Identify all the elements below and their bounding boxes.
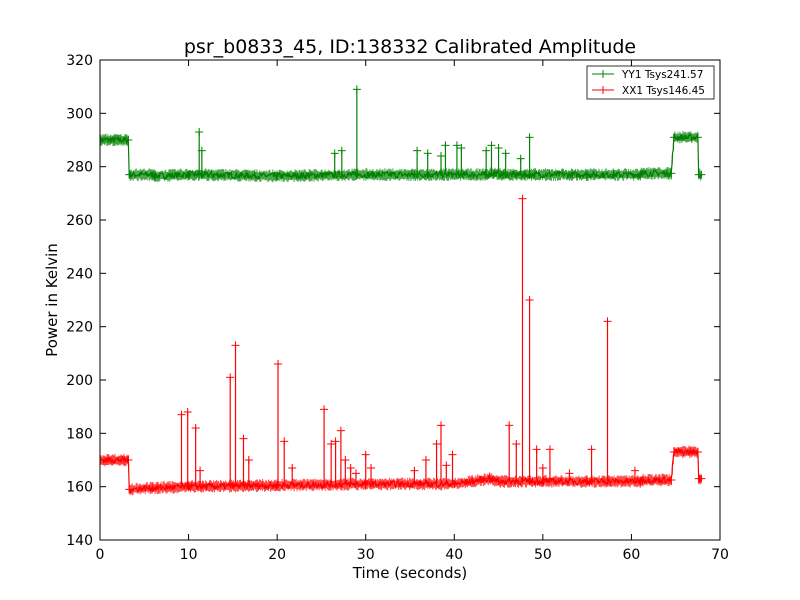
- x-tick-label-1: 10: [180, 547, 198, 563]
- legend-item-xx1: XX1 Tsys146.45: [592, 85, 705, 97]
- chart-title: psr_b0833_45, ID:138332 Calibrated Ampli…: [184, 36, 636, 58]
- x-tick-label-0: 0: [96, 547, 105, 563]
- x-tick-label-5: 50: [534, 547, 552, 563]
- y-tick-label-1: 160: [66, 480, 93, 496]
- x-tick-label-7: 70: [711, 547, 729, 563]
- x-tick-label-4: 40: [445, 547, 463, 563]
- x-tick-label-3: 30: [357, 547, 375, 563]
- legend-item-yy1: YY1 Tsys241.57: [592, 69, 703, 81]
- x-tick-label-2: 20: [268, 547, 286, 563]
- y-tick-label-2: 180: [66, 426, 93, 442]
- series-band-0: [100, 131, 702, 183]
- y-tick-label-4: 220: [66, 320, 93, 336]
- plot-border: [99, 59, 721, 541]
- x-axis-label: Time (seconds): [352, 564, 468, 582]
- plot-frame: [100, 60, 720, 540]
- y-tick-label-5: 240: [66, 266, 93, 282]
- series-1: [100, 194, 706, 496]
- legend: YY1 Tsys241.57 XX1 Tsys146.45: [586, 65, 715, 100]
- series-0: [100, 85, 706, 183]
- legend-label-yy1: YY1 Tsys241.57: [621, 69, 703, 81]
- y-tick-label-9: 320: [66, 53, 93, 69]
- legend-box: [586, 65, 715, 100]
- x-tick-label-6: 60: [623, 547, 641, 563]
- axis-ticks: 0 10 20 30 40 50 60 70 140 160 180 200 220 240 260 280 3…: [66, 53, 729, 563]
- y-tick-label-6: 260: [66, 213, 93, 229]
- y-tick-label-3: 200: [66, 373, 93, 389]
- series-layer: [100, 85, 706, 496]
- y-axis-label: Power in Kelvin: [43, 243, 61, 357]
- y-tick-label-8: 300: [66, 106, 93, 122]
- plot-area: 0 10 20 30 40 50 60 70 140 160 180 200 220 240 260 280 3…: [66, 53, 729, 563]
- legend-label-xx1: XX1 Tsys146.45: [622, 85, 705, 97]
- y-tick-label-0: 140: [66, 533, 93, 549]
- y-tick-label-7: 280: [66, 160, 93, 176]
